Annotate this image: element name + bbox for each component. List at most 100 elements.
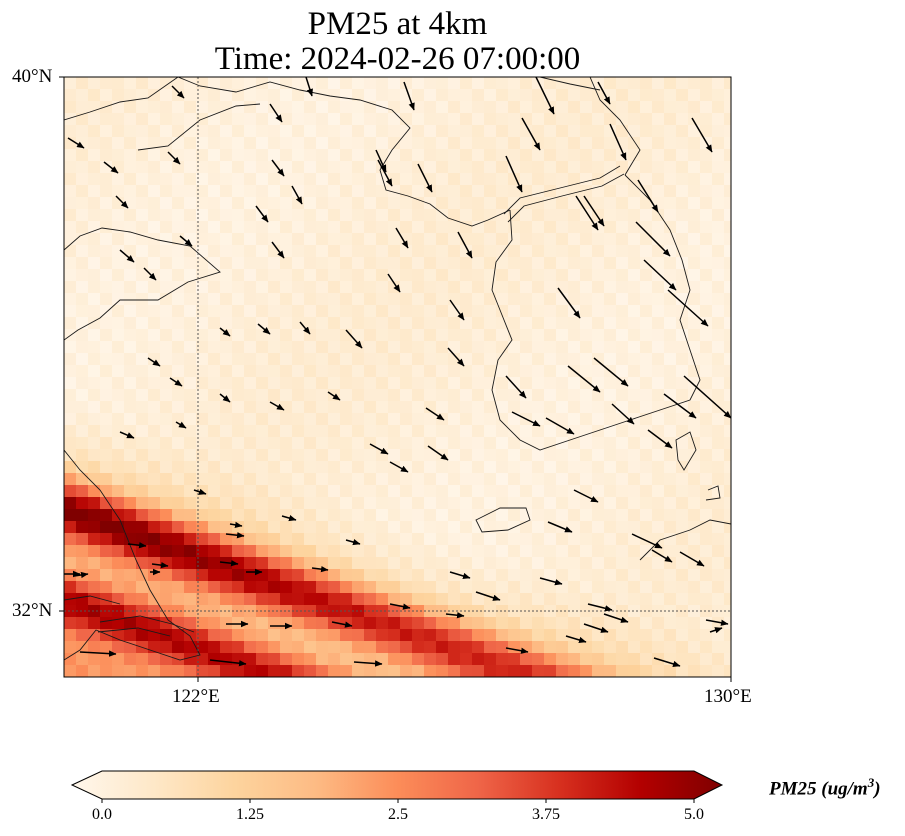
wind-arrow [147, 357, 161, 367]
wind-arrow [593, 357, 629, 387]
wind-arrow [567, 365, 601, 393]
wind-arrow [417, 163, 433, 193]
colorbar-tick-3: 3.75 [532, 806, 560, 823]
colorbar-tick-0: 0.0 [92, 806, 112, 823]
wind-arrow [547, 521, 573, 533]
wind-arrow [219, 393, 231, 403]
wind-arrow [299, 321, 311, 335]
wind-arrow [575, 195, 599, 231]
coast-segment [99, 615, 195, 633]
coast-segment [705, 485, 721, 501]
lat-label-32: 32°N [12, 600, 53, 621]
wind-arrow [643, 259, 677, 291]
wind-arrow [115, 195, 129, 209]
colorbar-tick-2: 2.5 [388, 806, 408, 823]
wind-arrow [679, 551, 705, 567]
lon-label-122: 122°E [172, 686, 220, 707]
coast-segment [675, 431, 697, 471]
wind-arrow [353, 660, 383, 667]
wind-arrow [389, 603, 411, 610]
wind-arrow [651, 549, 673, 563]
coast-segment [475, 507, 531, 533]
coast-segment [64, 595, 121, 605]
wind-arrow [269, 103, 283, 123]
wind-arrow [193, 488, 207, 495]
wind-arrow [475, 591, 501, 601]
coast-segment [503, 165, 621, 215]
wind-arrow [127, 542, 147, 549]
coast-segment [64, 77, 179, 121]
wind-arrow [597, 81, 611, 105]
map-title: PM25 at 4km [307, 6, 488, 42]
colorbar-tick-4: 5.0 [684, 806, 704, 823]
wind-arrow [505, 647, 529, 654]
wind-arrow [175, 421, 187, 429]
wind-arrow [345, 539, 361, 546]
wind-arrow [631, 533, 663, 549]
wind-arrow [539, 577, 563, 586]
wind-arrow [425, 407, 445, 421]
wind-arrow [573, 489, 599, 503]
coast-segment [589, 77, 641, 176]
wind-arrow [505, 375, 527, 399]
wind-arrow [331, 621, 353, 628]
wind-arrow [67, 137, 85, 149]
map-frame [63, 76, 732, 678]
coast-segment [491, 174, 701, 451]
wind-arrow [395, 227, 409, 249]
wind-arrow [171, 85, 185, 99]
wind-arrow [603, 613, 629, 623]
pm25-field [64, 77, 731, 677]
wind-arrow [653, 657, 681, 667]
wind-arrow [167, 151, 181, 165]
wind-arrow [635, 221, 671, 257]
wind-arrow [663, 393, 697, 419]
wind-arrow [73, 571, 89, 579]
coastline [64, 77, 731, 661]
coast-segment [639, 519, 731, 561]
wind-arrow [271, 241, 285, 259]
coast-segment [64, 449, 201, 661]
colorbar-tick-1: 1.25 [236, 806, 264, 823]
wind-arrow [637, 179, 659, 213]
wind-arrow [327, 391, 341, 401]
wind-arrow [345, 329, 363, 349]
wind-arrow [449, 299, 465, 321]
wind-arrow [209, 659, 247, 667]
wind-arrow [447, 347, 465, 367]
wind-arrow [79, 650, 117, 657]
wind-arrow [179, 235, 193, 247]
coast-segment [539, 77, 601, 91]
wind-arrow [375, 149, 387, 173]
wind-arrow [457, 231, 473, 259]
wind-arrow [229, 521, 243, 529]
wind-arrow [521, 117, 541, 151]
wind-arrow [377, 159, 393, 187]
wind-arrow [255, 205, 269, 223]
wind-arrow [583, 623, 609, 633]
wind-arrow [511, 411, 541, 427]
wind-arrow [667, 289, 709, 327]
wind-arrow [291, 185, 303, 205]
wind-arrow [219, 560, 239, 567]
wind-arrow [565, 635, 587, 644]
coast-segment [137, 103, 261, 151]
wind-vectors [64, 77, 731, 667]
wind-arrow [583, 195, 605, 227]
colorbar [70, 770, 724, 800]
wind-arrow [281, 515, 297, 522]
wind-arrow [705, 619, 729, 626]
wind-arrow [219, 327, 231, 337]
wind-arrow [449, 571, 471, 580]
wind-arrow [427, 445, 449, 461]
wind-arrow [269, 401, 285, 411]
lat-label-40: 40°N [12, 66, 53, 87]
wind-arrow [103, 161, 119, 174]
wind-arrow [535, 77, 555, 115]
coast-segment [507, 173, 625, 223]
wind-arrow [151, 561, 169, 569]
wind-arrow [609, 123, 627, 161]
wind-arrow [505, 155, 523, 193]
wind-arrow [311, 565, 329, 573]
